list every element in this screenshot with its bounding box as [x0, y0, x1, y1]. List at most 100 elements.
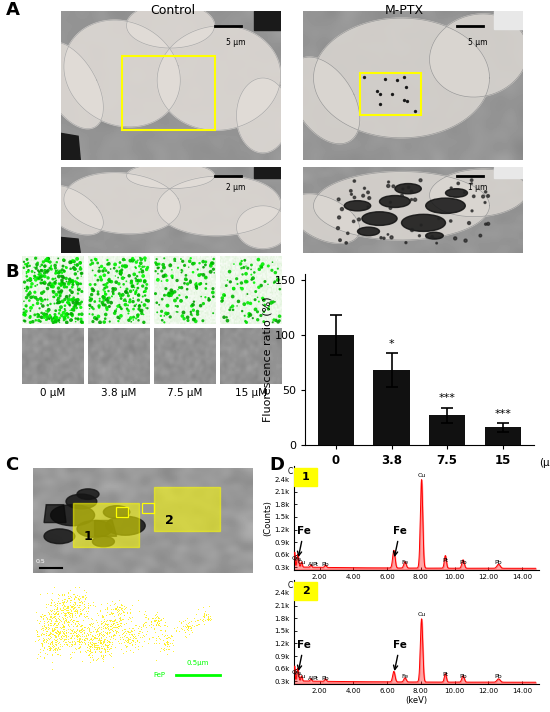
- Text: C: C: [6, 456, 19, 473]
- Point: [98, 610, 107, 622]
- Point: [162, 270, 170, 281]
- Point: [125, 637, 134, 649]
- Point: [119, 601, 128, 612]
- Point: [59, 629, 68, 640]
- Point: [117, 628, 126, 639]
- Circle shape: [426, 232, 443, 239]
- Point: [46, 310, 54, 322]
- Point: [186, 306, 195, 318]
- Point: [99, 619, 108, 631]
- Point: [336, 234, 344, 246]
- Point: [93, 639, 102, 651]
- Point: [90, 632, 98, 643]
- Point: [76, 261, 85, 273]
- Point: [146, 621, 155, 632]
- Point: [90, 632, 98, 643]
- Point: [117, 303, 126, 315]
- Point: [48, 649, 57, 660]
- Point: [108, 625, 117, 637]
- Point: [70, 263, 79, 275]
- Point: [50, 312, 59, 323]
- Point: [88, 634, 97, 645]
- Point: [51, 643, 59, 654]
- Point: [99, 629, 108, 641]
- Point: [251, 294, 260, 305]
- Point: [95, 642, 103, 654]
- Point: [37, 637, 46, 648]
- Point: [60, 607, 69, 619]
- Circle shape: [77, 520, 112, 538]
- Point: [76, 278, 85, 290]
- Point: [82, 634, 91, 645]
- Point: [246, 263, 255, 275]
- Point: [126, 625, 135, 637]
- Point: [45, 304, 53, 315]
- Point: [88, 286, 97, 297]
- Point: [54, 315, 63, 326]
- Point: [112, 626, 121, 637]
- Point: [69, 614, 78, 626]
- Point: [43, 253, 52, 265]
- Point: [68, 309, 76, 320]
- Point: [140, 253, 149, 264]
- Point: [54, 283, 63, 294]
- Point: [209, 263, 218, 275]
- Point: [36, 623, 45, 634]
- Point: [260, 294, 268, 305]
- Point: [43, 305, 52, 317]
- Point: [74, 636, 83, 647]
- Point: [86, 641, 95, 652]
- Point: [75, 278, 84, 289]
- Point: [199, 609, 208, 620]
- Point: [47, 636, 56, 647]
- Point: [69, 301, 78, 313]
- Point: [95, 642, 103, 654]
- Point: [114, 300, 123, 312]
- Point: [152, 619, 161, 630]
- Point: [35, 266, 44, 278]
- Point: [119, 254, 128, 266]
- Point: [70, 626, 79, 637]
- Point: [200, 607, 208, 619]
- Point: [133, 274, 141, 286]
- Point: [106, 614, 114, 626]
- Point: [50, 599, 59, 610]
- Point: [51, 634, 60, 646]
- Point: [260, 306, 268, 318]
- Point: [122, 635, 130, 646]
- Point: [156, 624, 165, 635]
- Point: [206, 266, 215, 278]
- Point: [108, 629, 117, 640]
- Point: [97, 650, 106, 661]
- Point: [144, 295, 152, 307]
- Point: [134, 283, 142, 294]
- Point: [77, 622, 86, 634]
- Point: [119, 634, 128, 645]
- Point: [56, 603, 64, 614]
- Point: [126, 603, 135, 614]
- Point: [51, 629, 59, 641]
- Point: [73, 593, 82, 604]
- Point: [275, 315, 284, 326]
- Point: [54, 628, 63, 639]
- Point: [82, 646, 91, 658]
- Point: [85, 640, 94, 651]
- Point: [78, 590, 86, 602]
- Point: [39, 634, 47, 646]
- Point: [112, 603, 120, 614]
- Point: [67, 308, 76, 320]
- Point: [49, 607, 58, 618]
- Polygon shape: [44, 505, 66, 523]
- Point: [58, 596, 67, 607]
- Point: [40, 647, 49, 659]
- Point: [201, 291, 210, 303]
- Point: [115, 313, 124, 324]
- Point: [102, 603, 111, 614]
- Point: [101, 632, 110, 643]
- Point: [152, 610, 161, 622]
- Point: [75, 618, 84, 629]
- Point: [52, 634, 60, 646]
- Point: [62, 602, 70, 614]
- Point: [70, 599, 79, 610]
- Point: [56, 288, 65, 299]
